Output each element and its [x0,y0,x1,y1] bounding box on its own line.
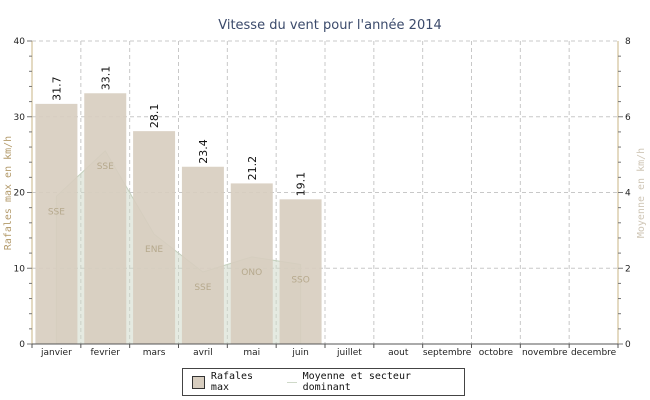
x-tick-label: septembre [423,348,472,358]
x-tick-label: mars [143,348,166,358]
bar-value-label: 33.1 [99,66,112,91]
sector-labels: SSE SSE ENE SSE ONO SSO [48,162,310,293]
axes: 0 10 20 30 40 0 2 4 6 8 janvier fevrier mars avril mai… [14,37,631,358]
sector-label: SSE [48,207,65,217]
sector-label: ONO [241,268,262,278]
bar-value-label: 31.7 [50,76,63,101]
legend-label-bars: Rafales max [210,371,254,393]
legend-swatch-bars [192,375,205,389]
sector-label: ENE [145,245,163,255]
bar [84,93,127,344]
sector-label: SSE [194,283,211,293]
y-tick-label: 10 [14,264,26,274]
sector-label: SSO [291,275,310,285]
y-tick-label: 30 [14,113,26,123]
x-tick-label: janvier [40,348,72,358]
bar [181,166,224,344]
bars [35,93,322,344]
bar-value-label: 19.1 [295,172,308,197]
bar [35,103,78,344]
x-tick-label: mai [243,348,260,358]
sector-label: SSE [97,162,114,172]
x-tick-label: juillet [336,348,362,358]
bar [133,131,176,344]
chart-title: Vitesse du vent pour l'année 2014 [218,18,442,33]
x-tick-label: fevrier [91,348,121,358]
x-tick-label: aout [388,348,409,358]
bar [279,199,322,344]
bar [230,183,273,344]
y2-tick-label: 2 [625,264,631,274]
x-tick-label: decembre [571,348,617,358]
y-axis-label: Rafales max en km/h [3,136,14,250]
y2-tick-label: 4 [625,189,631,199]
x-tick-label: avril [193,348,213,358]
x-tick-label: novembre [522,348,568,358]
legend-swatch-line [286,381,297,383]
y-tick-label: 40 [14,37,26,47]
x-tick-label: juin [291,348,308,358]
legend-label-line: Moyenne et secteur dominant [302,371,411,393]
bar-value-label: 21.2 [246,156,259,181]
x-tick-label: octobre [479,348,514,358]
bar-value-label: 23.4 [197,139,210,164]
y2-tick-label: 6 [625,113,631,123]
y2-axis-label: Moyenne en km/h [636,148,647,238]
bar-value-label: 28.1 [148,104,161,129]
y-tick-label: 0 [19,340,25,350]
legend: Rafales max Moyenne et secteur dominant [182,368,465,396]
value-labels: 31.7 33.1 28.1 23.4 21.2 19.1 [50,66,307,197]
y2-tick-label: 8 [625,37,631,47]
y2-tick-label: 0 [625,340,631,350]
y-tick-label: 20 [14,189,26,199]
